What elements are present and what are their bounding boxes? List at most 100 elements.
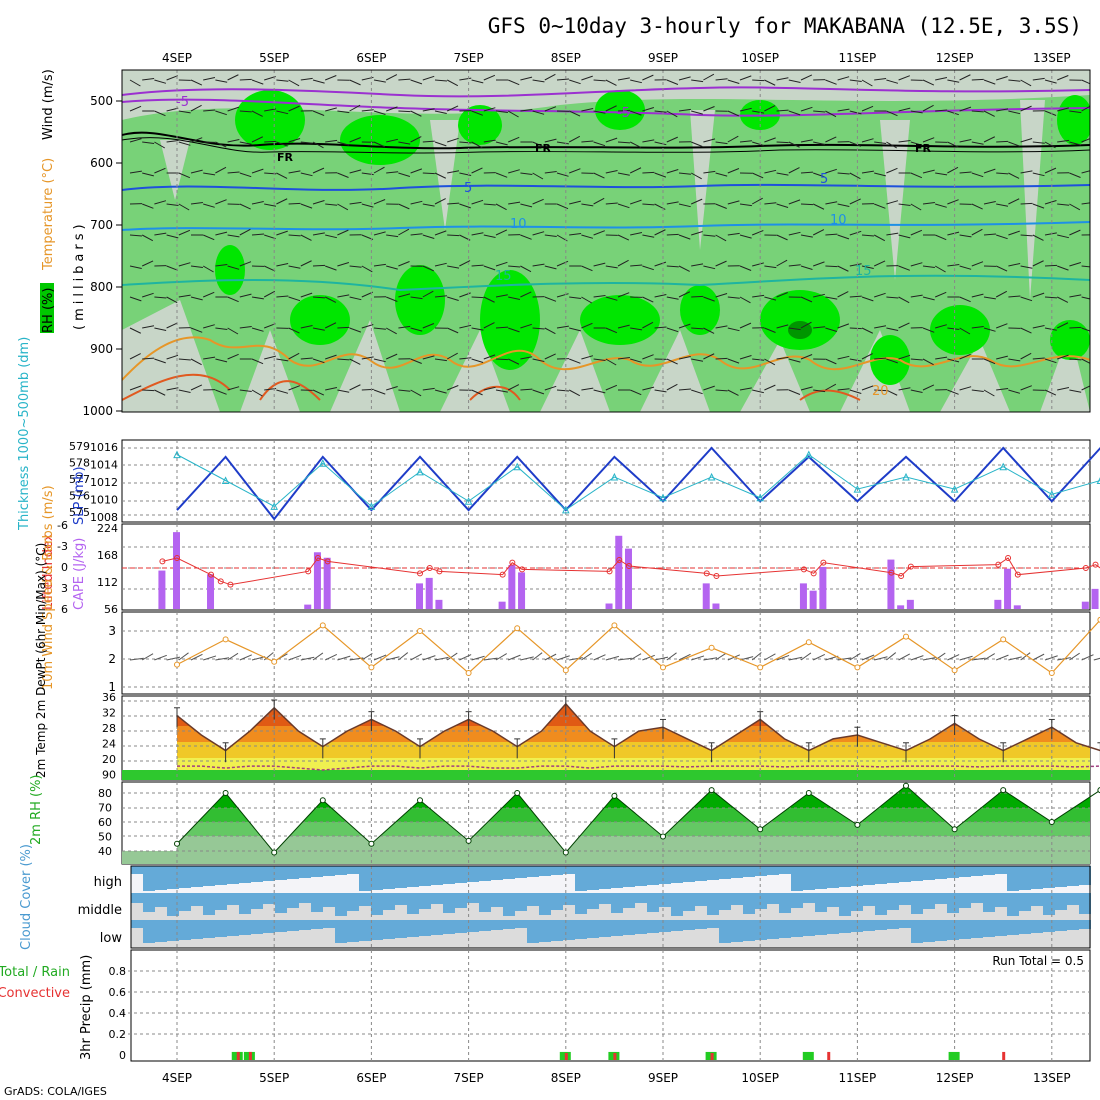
wind-barb bbox=[471, 389, 483, 396]
cloud-high-cell bbox=[623, 866, 635, 887]
cloud-high-cell bbox=[311, 866, 323, 877]
wind-barb bbox=[349, 296, 362, 301]
wind-barb bbox=[312, 141, 324, 149]
wind-barb-10m bbox=[776, 654, 790, 661]
wind-barb bbox=[1081, 202, 1090, 205]
date-label-top: 6SEP bbox=[356, 51, 386, 65]
wind-barb bbox=[678, 291, 691, 298]
thickness-point bbox=[902, 472, 910, 481]
wind-barb bbox=[800, 203, 814, 206]
ylabel-temp: 2m Temp 2m DewPt (6hr Min/Max) (°C) bbox=[34, 543, 48, 778]
wind-barb bbox=[678, 388, 691, 391]
wind-barb bbox=[788, 79, 801, 83]
wind-barb bbox=[971, 326, 984, 329]
wind-barb bbox=[593, 172, 605, 179]
wind-barb bbox=[532, 327, 545, 330]
wind-barb bbox=[849, 110, 862, 115]
wind-barb bbox=[617, 292, 630, 298]
temp-fill-band bbox=[177, 758, 1090, 770]
wind-barb bbox=[666, 201, 679, 205]
wind-point bbox=[951, 667, 958, 674]
wind-barb bbox=[825, 136, 837, 143]
cloud-low-cell bbox=[299, 920, 311, 930]
wind-barb bbox=[325, 234, 338, 239]
wind-barb bbox=[495, 141, 508, 146]
wind-barb bbox=[410, 389, 422, 397]
wind-barb bbox=[654, 326, 667, 329]
cloud-middle-cell bbox=[587, 893, 599, 909]
wind-barb bbox=[642, 321, 654, 329]
wind-barb bbox=[886, 141, 898, 149]
wind-barb bbox=[154, 327, 167, 331]
ylabel-cloud: Cloud Cover (%) bbox=[19, 844, 34, 950]
cloud-high-cell bbox=[983, 866, 995, 875]
wind-barb bbox=[849, 141, 862, 147]
wind-barb bbox=[544, 234, 557, 237]
wind-barb bbox=[337, 326, 350, 329]
wind-barb-10m bbox=[812, 653, 826, 661]
wind-barb bbox=[495, 261, 508, 267]
cloud-low-cell bbox=[983, 920, 995, 937]
cape-bar bbox=[435, 599, 443, 609]
wind-barb-10m bbox=[983, 653, 995, 661]
wind-barb bbox=[849, 327, 862, 330]
wind-barb bbox=[300, 292, 313, 298]
lifted-tick-label: -3 bbox=[57, 540, 68, 553]
wind-barb bbox=[825, 110, 837, 118]
cloud-middle-cell bbox=[311, 893, 323, 912]
wind-barb bbox=[129, 138, 142, 143]
wind-barb bbox=[959, 296, 971, 303]
wind-barb bbox=[446, 327, 459, 334]
wind-point bbox=[465, 670, 472, 676]
wind-barb bbox=[190, 137, 203, 143]
cloud-high-cell bbox=[131, 866, 143, 874]
wind-barb bbox=[349, 327, 362, 333]
cloud-low-cell bbox=[419, 920, 431, 936]
cloud-middle-cell bbox=[407, 893, 419, 914]
wind-barb bbox=[556, 203, 569, 210]
wind-barb bbox=[1057, 234, 1070, 239]
cloud-middle-cell bbox=[923, 893, 935, 909]
cloud-middle-cell bbox=[251, 893, 263, 909]
wind-barb bbox=[593, 197, 605, 205]
wind-barb bbox=[373, 110, 386, 115]
wind-barb-10m bbox=[398, 652, 409, 661]
wind-barb bbox=[691, 79, 704, 83]
wind-barb bbox=[227, 106, 240, 112]
lifted-tick-label: 3 bbox=[61, 582, 68, 595]
cloud-middle-cell bbox=[803, 893, 815, 903]
wind-barb bbox=[1081, 105, 1090, 112]
wind-barb bbox=[630, 358, 642, 363]
cloud-low-cell bbox=[203, 920, 215, 938]
cloud-middle-cell bbox=[503, 893, 515, 916]
wind-barb bbox=[776, 292, 788, 298]
wind-barb bbox=[446, 79, 459, 87]
cloud-high-cell bbox=[1055, 866, 1067, 887]
rh-point bbox=[368, 840, 375, 847]
wind-barb bbox=[813, 141, 826, 145]
wind-barb bbox=[1020, 79, 1032, 87]
wind-barb bbox=[983, 233, 996, 236]
lifted-point bbox=[898, 573, 905, 579]
wind-barb bbox=[886, 167, 898, 174]
wind-barb bbox=[300, 357, 313, 360]
slp-tick-label: 1014 bbox=[90, 459, 118, 472]
wind-barb bbox=[935, 203, 947, 208]
wind-panel: 3 2 1 10m Wind Speed & Barbs (m/s) bbox=[41, 485, 1100, 695]
wind-barb bbox=[166, 75, 178, 81]
cloud-middle-cell bbox=[1019, 893, 1031, 911]
cloud-middle-cell bbox=[971, 893, 983, 903]
wind-barb bbox=[1008, 172, 1020, 179]
wind-barb bbox=[569, 233, 582, 236]
cloud-middle-cell bbox=[827, 893, 839, 907]
wind-barb bbox=[556, 172, 569, 177]
cloud-low-cell bbox=[431, 920, 443, 935]
cloud-low-cell bbox=[1007, 920, 1019, 935]
wind-barb bbox=[922, 104, 934, 112]
wind-barb bbox=[1057, 265, 1069, 271]
wind-barb bbox=[739, 322, 752, 329]
wind-barb bbox=[446, 352, 458, 360]
thickness-series-line bbox=[176, 453, 1100, 511]
wind-barb bbox=[849, 358, 862, 362]
wind-barb bbox=[129, 296, 142, 302]
